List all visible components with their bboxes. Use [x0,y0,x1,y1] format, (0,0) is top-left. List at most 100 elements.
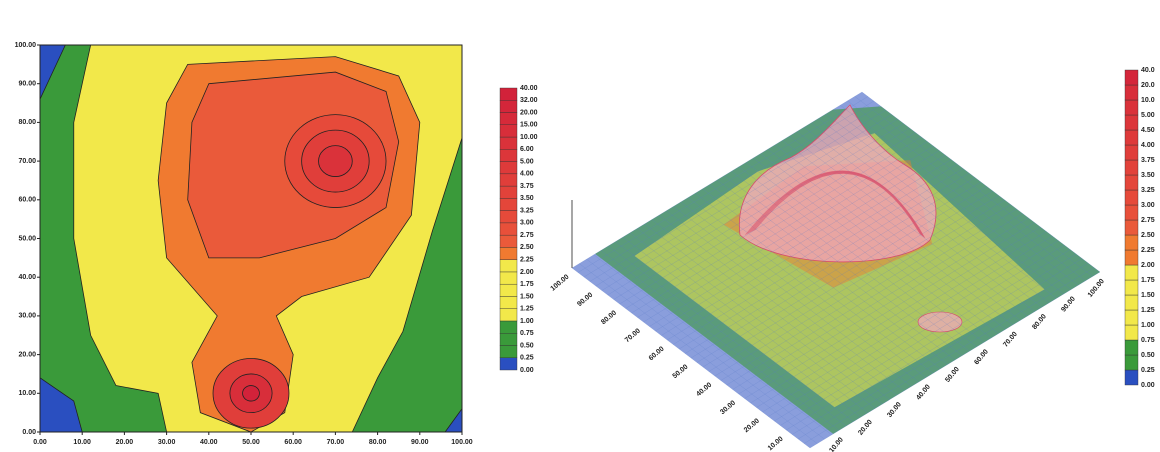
mesh-line [690,181,982,359]
mesh-line [789,135,1028,317]
mesh-line [607,118,898,296]
colorbar-label: 3.75 [520,183,534,190]
colorbar-label: 2.50 [520,244,534,251]
mesh-line [750,172,923,236]
colorbar-label: 2.00 [1141,262,1155,269]
mesh-line [643,145,934,323]
mesh-line [724,175,963,356]
colorbar-band [499,112,518,125]
y-tick-label: 0.00 [22,429,36,436]
mesh-line [702,190,994,368]
mesh-line [746,171,925,238]
mesh-line [745,162,985,343]
colorbar-label: 4.50 [1141,127,1155,134]
colorbar-label: 1.50 [520,293,534,300]
mesh-line [767,149,1006,330]
colorbar-band [499,185,518,199]
mesh-line [615,241,854,422]
y-tick-label: 70.00 [18,158,36,165]
x-tick-label: 30.00 [886,401,903,419]
mesh-line [797,262,1089,440]
colorbar-band [1124,279,1139,296]
colorbar-label: 2.75 [520,232,534,239]
contour-line [318,145,353,177]
mesh-line [589,105,880,282]
mesh-line [680,201,919,383]
y-tick-label: 10.00 [767,436,785,452]
colorbar-label: 1.50 [1141,292,1155,299]
colorbar-band [1124,264,1139,281]
colorbar-band [1124,219,1139,236]
mesh-line [586,259,825,440]
colorbar-label: 1.00 [520,318,534,325]
colorbar-band [499,198,518,211]
mesh-line [774,244,1065,422]
mesh-line [687,197,927,378]
x-tick-label: 100.00 [1087,278,1106,299]
colorbar-band [499,357,518,371]
y-tick-label: 80.00 [600,310,618,327]
colorbar-label: 5.00 [1141,112,1155,119]
colorbar-label: 2.00 [520,269,534,276]
mesh-line [666,210,905,391]
mesh-line [593,254,832,435]
x-tick-label: 20.00 [116,439,134,446]
x-tick-label: 40.00 [915,384,932,402]
colorbar-label: 0.00 [520,367,534,374]
mesh-line [749,171,923,237]
colorbar-band [1124,294,1139,311]
x-tick-label: 10.00 [73,439,91,446]
colorbar-band [1124,354,1139,371]
y-tick-label: 90.00 [18,81,36,88]
colorbar-band [1124,114,1139,131]
y-tick-label: 100.00 [15,42,37,49]
colorbar-band [499,87,518,101]
colorbar-label: 5.00 [520,158,534,165]
mesh-line [753,172,921,235]
mesh-line [811,122,1050,303]
mesh-line [631,136,922,314]
colorbar-label: 40.00 [520,85,538,92]
x-tick-label: 60.00 [973,348,990,366]
y-tick-label: 90.00 [576,292,594,309]
mesh-line [702,188,941,369]
mesh-line [619,127,910,305]
colorbar-label: 4.00 [520,171,534,178]
y-tick-label: 40.00 [18,274,36,281]
colorbar-label: 3.50 [1141,172,1155,179]
colorbar-band [1124,174,1139,191]
colorbar-band [499,100,518,113]
y-tick-label: 30.00 [719,400,737,417]
mesh-line [601,114,892,291]
colorbar-label: 3.00 [520,220,534,227]
mesh-line [661,159,952,336]
mesh-line [753,157,992,339]
mesh-line [752,172,922,236]
mesh-line [751,172,922,236]
mesh-line [786,253,1077,431]
colorbar-label: 20.00 [520,109,538,116]
mesh-line [818,118,1057,299]
mesh-line [608,245,847,427]
colorbar-label: 1.25 [1141,307,1155,314]
mesh-line [622,237,861,418]
mesh-line [673,206,912,387]
colorbar-label: 4.00 [1141,142,1155,149]
colorbar-label: 1.00 [1141,322,1155,329]
colorbar-label: 0.75 [1141,337,1155,344]
mesh-line [738,166,977,347]
colorbar-label: 15.00 [520,122,538,129]
surface-bump [917,311,963,333]
mesh-line [744,170,926,239]
mesh-line [731,171,970,352]
colorbar-band [499,259,518,273]
colorbar-band [499,308,518,322]
mesh-line [754,173,921,235]
x-tick-label: 80.00 [1031,313,1048,331]
mesh-line [637,228,876,409]
mesh-line [655,154,946,332]
colorbar-band [499,283,518,297]
colorbar-band [1124,69,1139,86]
mesh-line [649,150,940,327]
mesh-line [726,208,1017,386]
